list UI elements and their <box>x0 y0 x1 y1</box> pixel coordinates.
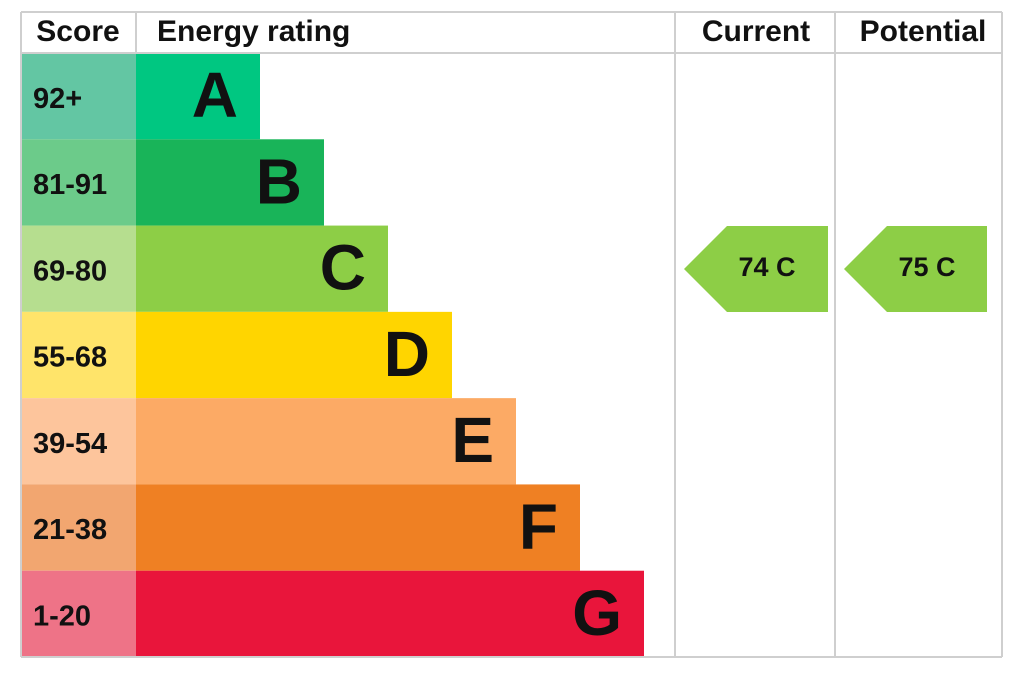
band-bar <box>136 139 324 226</box>
score-label: 81-91 <box>33 169 107 201</box>
band-letter: G <box>572 577 622 649</box>
current-label: 74 C <box>738 252 795 282</box>
score-label: 1-20 <box>33 601 91 633</box>
score-label: 21-38 <box>33 514 107 546</box>
header-score: Score <box>36 15 119 48</box>
score-label: 39-54 <box>33 428 107 460</box>
score-cell <box>21 398 136 485</box>
band-letter: D <box>384 318 430 390</box>
band-bar <box>136 311 452 399</box>
score-cell <box>21 53 136 140</box>
band-bar <box>136 225 388 312</box>
band-bar <box>136 53 260 140</box>
band-letter: A <box>192 59 238 131</box>
score-cell <box>21 139 136 226</box>
band-letter: F <box>519 490 558 562</box>
band-letter: E <box>451 404 494 476</box>
score-cell <box>21 311 136 399</box>
score-label: 55-68 <box>33 342 107 374</box>
header-potential: Potential <box>860 15 987 48</box>
score-label: 69-80 <box>33 255 107 287</box>
score-cell <box>21 225 136 312</box>
header-current: Current <box>702 15 810 48</box>
band-letter: B <box>256 145 302 217</box>
score-cell <box>21 570 136 657</box>
band-bar <box>136 398 516 485</box>
band-letter: C <box>320 232 366 304</box>
grid <box>20 11 1003 658</box>
rows: 92+ A 81-91 B 69-80 C 55-68 D 39-54 E 21-38 F 1-20 G <box>21 53 644 657</box>
band-bar <box>136 570 644 657</box>
potential-arrow <box>844 226 987 312</box>
score-label: 92+ <box>33 83 82 115</box>
score-cell <box>21 484 136 571</box>
band-bar <box>136 484 580 571</box>
header-rating: Energy rating <box>157 15 350 48</box>
potential-label: 75 C <box>898 252 955 282</box>
current-arrow <box>684 226 828 312</box>
